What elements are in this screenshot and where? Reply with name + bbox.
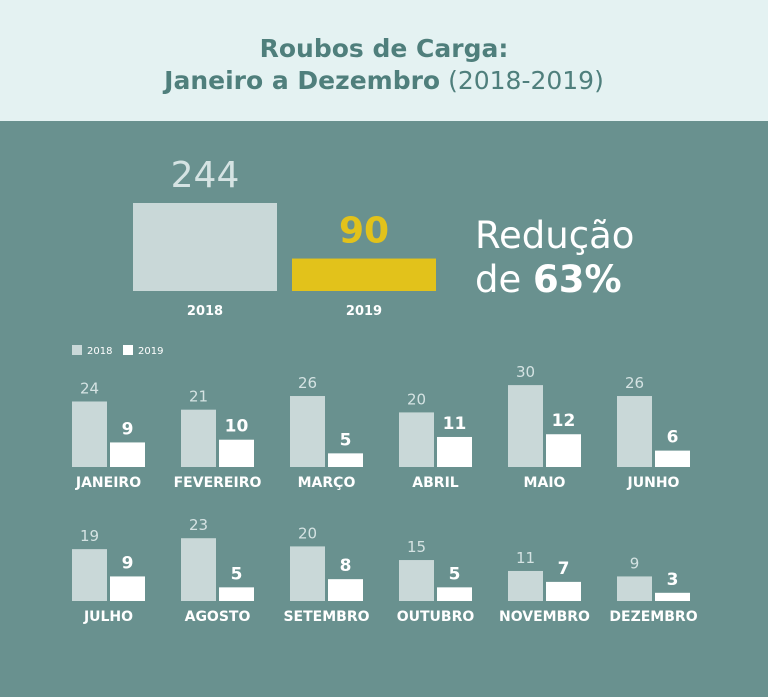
month-12-value-2018: 9 <box>630 554 640 572</box>
month-4-label: ABRIL <box>412 475 458 491</box>
month-11-label: NOVEMBRO <box>499 609 590 625</box>
month-9-value-2018: 20 <box>298 524 317 542</box>
month-6-label: JUNHO <box>627 475 680 491</box>
title-main: Janeiro a Dezembro <box>164 66 441 95</box>
month-8-label: AGOSTO <box>185 609 251 625</box>
reduction-line-1: Redução <box>475 214 634 257</box>
month-10-bar-2019 <box>437 587 472 601</box>
month-9-bar-2019 <box>328 579 363 601</box>
legend-swatch-2018 <box>72 345 82 355</box>
month-2-label: FEVEREIRO <box>174 475 262 491</box>
month-7-value-2018: 19 <box>80 527 99 545</box>
month-6-bar-2018 <box>617 396 652 467</box>
month-1-value-2018: 24 <box>80 379 99 397</box>
month-9-bar-2018 <box>290 546 325 601</box>
month-12-value-2019: 3 <box>667 570 679 590</box>
month-5-value-2018: 30 <box>516 363 535 381</box>
month-7-bar-2019 <box>110 576 145 601</box>
month-9-value-2019: 8 <box>340 556 352 576</box>
month-9-label: SETEMBRO <box>283 609 369 625</box>
month-4-bar-2018 <box>399 412 434 467</box>
month-6-value-2019: 6 <box>667 428 679 448</box>
month-8-bar-2018 <box>181 538 216 601</box>
reduction-value: 63% <box>533 258 622 301</box>
month-11-bar-2018 <box>508 570 543 601</box>
total-label-2018: 2018 <box>187 304 223 319</box>
month-12-bar-2018 <box>617 576 652 601</box>
month-10-value-2018: 15 <box>407 538 426 556</box>
month-8-value-2019: 5 <box>231 564 243 584</box>
month-5-value-2019: 12 <box>552 411 576 431</box>
month-2-bar-2019 <box>219 439 254 467</box>
total-value-2018: 244 <box>171 155 240 196</box>
month-6-bar-2019 <box>655 450 690 467</box>
month-3-bar-2019 <box>328 453 363 467</box>
total-value-2019: 90 <box>339 211 389 252</box>
header-banner: Roubos de Carga: Janeiro a Dezembro (201… <box>0 0 768 121</box>
month-1-value-2019: 9 <box>122 419 134 439</box>
month-12-label: DEZEMBRO <box>609 609 697 625</box>
reduction-line-2: de 63% <box>475 258 622 301</box>
month-4-value-2019: 11 <box>443 414 467 434</box>
month-2-bar-2018 <box>181 409 216 467</box>
legend-label-2018: 2018 <box>87 346 112 357</box>
title-line-2: Janeiro a Dezembro (2018-2019) <box>0 66 768 95</box>
month-3-value-2018: 26 <box>298 374 317 392</box>
month-3-label: MARÇO <box>298 475 356 491</box>
month-12-bar-2019 <box>655 592 690 601</box>
title-line-1: Roubos de Carga: <box>259 34 509 63</box>
month-1-bar-2019 <box>110 442 145 467</box>
month-10-bar-2018 <box>399 560 434 601</box>
month-4-bar-2019 <box>437 436 472 467</box>
month-1-bar-2018 <box>72 401 107 467</box>
month-2-value-2019: 10 <box>225 417 249 437</box>
month-7-bar-2018 <box>72 549 107 601</box>
month-10-label: OUTUBRO <box>397 609 475 625</box>
month-11-bar-2019 <box>546 581 581 601</box>
reduction-prefix: de <box>475 258 533 301</box>
month-1-label: JANEIRO <box>75 475 141 491</box>
total-bar-2019 <box>292 258 436 291</box>
month-8-bar-2019 <box>219 587 254 601</box>
legend-label-2019: 2019 <box>138 346 163 357</box>
month-11-value-2019: 7 <box>558 559 570 579</box>
month-11-value-2018: 11 <box>516 549 535 567</box>
title-years: (2018-2019) <box>448 66 604 95</box>
legend-swatch-2019 <box>123 345 133 355</box>
total-label-2019: 2019 <box>346 304 382 319</box>
month-5-label: MAIO <box>524 475 566 491</box>
total-bar-2018 <box>133 203 277 291</box>
chart-area: 244 90 2018 2019 Redução de 63% 2018 2019 24 9 JAN… <box>0 121 768 697</box>
month-10-value-2019: 5 <box>449 564 461 584</box>
month-5-bar-2018 <box>508 385 543 467</box>
month-6-value-2018: 26 <box>625 374 644 392</box>
month-4-value-2018: 20 <box>407 390 426 408</box>
month-2-value-2018: 21 <box>189 388 208 406</box>
month-8-value-2018: 23 <box>189 516 208 534</box>
month-5-bar-2019 <box>546 434 581 467</box>
month-7-value-2019: 9 <box>122 553 134 573</box>
month-7-label: JULHO <box>83 609 133 625</box>
month-3-bar-2018 <box>290 396 325 467</box>
month-3-value-2019: 5 <box>340 430 352 450</box>
